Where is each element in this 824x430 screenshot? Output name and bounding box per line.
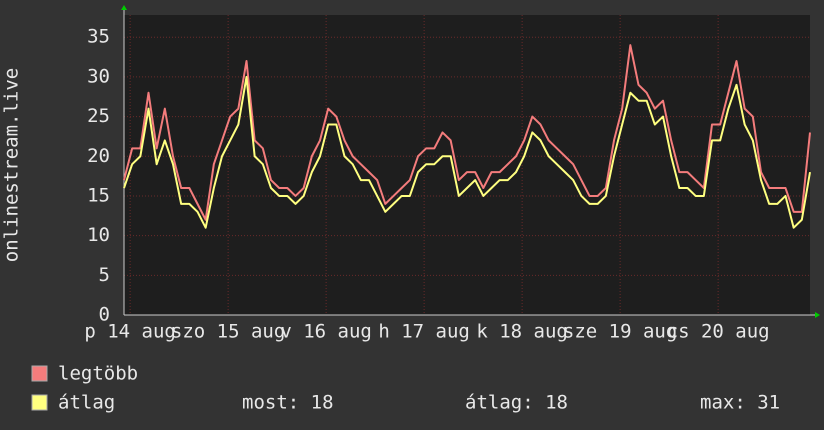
- plot-area: [124, 15, 810, 315]
- arrow: [815, 312, 820, 318]
- legend-swatch: [31, 365, 48, 382]
- x-tick-label: szo 15 aug: [171, 321, 285, 343]
- series-line: [123, 44, 811, 221]
- y-tick-label: 35: [87, 26, 110, 48]
- arrow: [121, 5, 127, 10]
- stat-now: most: 18: [242, 392, 334, 414]
- y-tick-label: 30: [87, 65, 110, 87]
- y-tick-label: 0: [99, 304, 110, 326]
- series-line: [123, 75, 811, 229]
- x-tick-label: v 16 aug: [280, 321, 372, 343]
- x-tick-label: sze 19 aug: [563, 321, 677, 343]
- legend-swatch: [31, 394, 48, 411]
- y-tick-label: 25: [87, 105, 110, 127]
- stat-max: max: 31: [700, 392, 780, 414]
- x-tick-label: h 17 aug: [378, 321, 470, 343]
- stat-avg: átlag: 18: [465, 392, 568, 414]
- x-tick-label: cs 20 aug: [667, 321, 770, 343]
- y-axis-label: onlinestream.live: [1, 68, 23, 262]
- y-tick-label: 10: [87, 224, 110, 246]
- legend-label: átlag: [58, 392, 115, 414]
- x-tick-label: p 14 aug: [84, 321, 176, 343]
- legend-label: legtöbb: [58, 363, 138, 385]
- y-tick-label: 5: [99, 264, 110, 286]
- x-tick-label: k 18 aug: [476, 321, 568, 343]
- y-tick-label: 20: [87, 145, 110, 167]
- y-tick-label: 15: [87, 184, 110, 206]
